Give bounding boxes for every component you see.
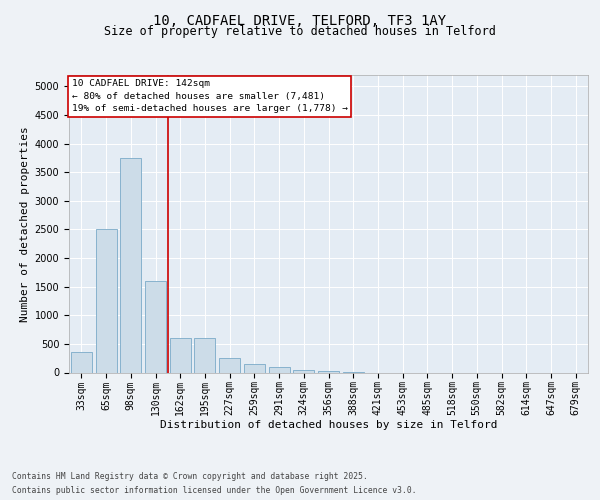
- Bar: [71, 352, 92, 372]
- Bar: [194, 338, 215, 372]
- Bar: [244, 364, 265, 372]
- Bar: [269, 367, 290, 372]
- Bar: [120, 158, 141, 372]
- Bar: [145, 281, 166, 372]
- Bar: [293, 370, 314, 372]
- Text: Contains public sector information licensed under the Open Government Licence v3: Contains public sector information licen…: [12, 486, 416, 495]
- Text: Size of property relative to detached houses in Telford: Size of property relative to detached ho…: [104, 25, 496, 38]
- Text: 10, CADFAEL DRIVE, TELFORD, TF3 1AY: 10, CADFAEL DRIVE, TELFORD, TF3 1AY: [154, 14, 446, 28]
- Bar: [219, 358, 240, 372]
- Text: 10 CADFAEL DRIVE: 142sqm
← 80% of detached houses are smaller (7,481)
19% of sem: 10 CADFAEL DRIVE: 142sqm ← 80% of detach…: [71, 80, 347, 114]
- X-axis label: Distribution of detached houses by size in Telford: Distribution of detached houses by size …: [160, 420, 497, 430]
- Bar: [170, 338, 191, 372]
- Bar: [95, 230, 116, 372]
- Text: Contains HM Land Registry data © Crown copyright and database right 2025.: Contains HM Land Registry data © Crown c…: [12, 472, 368, 481]
- Y-axis label: Number of detached properties: Number of detached properties: [20, 126, 31, 322]
